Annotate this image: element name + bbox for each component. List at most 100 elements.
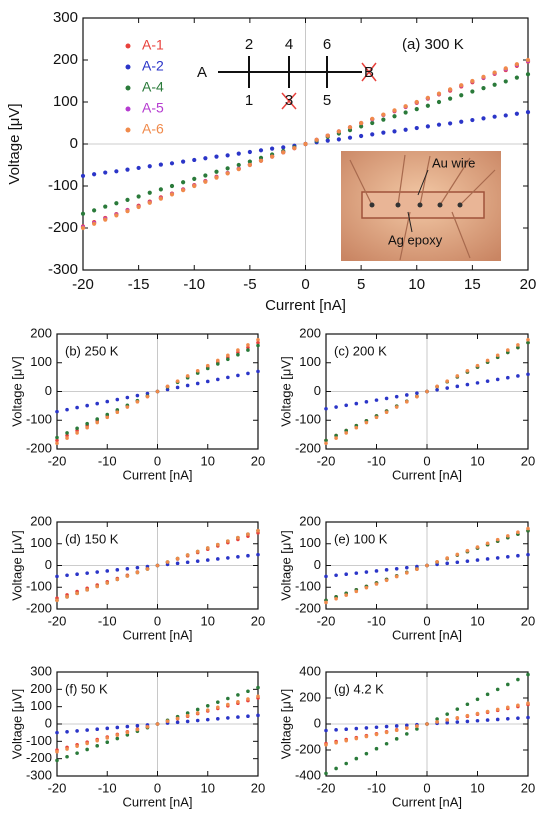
data-point	[336, 137, 341, 142]
data-point	[470, 117, 475, 123]
data-point	[516, 716, 520, 720]
data-point	[435, 560, 439, 564]
data-point	[495, 353, 500, 358]
data-point	[246, 348, 250, 352]
data-point	[354, 571, 359, 575]
data-point	[236, 535, 240, 540]
data-point	[80, 225, 86, 231]
data-point	[485, 358, 490, 363]
data-point	[216, 377, 220, 382]
data-point	[403, 127, 408, 132]
data-point	[258, 148, 264, 153]
data-point	[195, 718, 200, 723]
data-point	[475, 363, 480, 368]
data-point	[324, 406, 328, 411]
data-point	[95, 744, 99, 748]
cross	[361, 62, 377, 82]
data-point	[270, 146, 275, 151]
data-point	[384, 578, 389, 583]
diagram-labels: A B 2 4 6 1 3 5	[197, 36, 374, 109]
data-point	[55, 438, 59, 443]
data-point	[344, 593, 349, 597]
data-point	[381, 130, 386, 135]
data-point	[436, 99, 442, 105]
data-point	[516, 530, 520, 535]
data-point	[405, 400, 409, 404]
data-point	[165, 719, 170, 724]
data-point	[347, 128, 353, 133]
data-point	[455, 707, 460, 711]
x-axis-label: Current [nA]	[122, 467, 192, 482]
data-point	[303, 141, 308, 147]
data-point	[258, 158, 264, 163]
data-point	[256, 528, 260, 533]
data-point	[216, 358, 220, 363]
data-point	[65, 407, 69, 412]
plot-frame	[325, 521, 529, 610]
data-point	[470, 89, 475, 94]
data-point	[445, 712, 450, 716]
data-point	[485, 709, 490, 714]
plot-frame	[56, 521, 259, 610]
data-point	[425, 103, 430, 108]
data-point	[405, 571, 409, 575]
data-point	[135, 400, 140, 404]
data-point	[516, 703, 520, 708]
legend-swatch	[125, 127, 131, 133]
data-point	[246, 345, 250, 350]
x-tick-label: 10	[408, 276, 425, 293]
data-point	[65, 436, 69, 440]
data-point	[394, 728, 399, 733]
data-point	[80, 173, 86, 179]
data-point	[359, 133, 364, 139]
x-tick-label: -20	[317, 780, 336, 795]
data-point	[334, 728, 338, 732]
data-point	[324, 771, 328, 776]
data-point	[175, 561, 180, 566]
data-point	[165, 387, 170, 392]
data-point	[325, 133, 330, 138]
terminal-label: 3	[285, 92, 293, 109]
data-point	[354, 726, 359, 731]
data-point	[226, 357, 230, 362]
data-point	[105, 726, 110, 731]
data-point	[334, 740, 338, 745]
data-point	[195, 559, 200, 563]
data-point	[344, 738, 349, 743]
data-point	[485, 379, 490, 383]
data-point	[125, 724, 130, 729]
data-point	[435, 717, 439, 721]
data-point	[216, 700, 220, 704]
data-point	[364, 420, 369, 425]
y-tick-label: -200	[26, 600, 52, 615]
data-point	[135, 570, 140, 575]
x-axis-label: Current [nA]	[122, 794, 192, 809]
data-point	[516, 345, 520, 350]
electrode-diagram	[218, 56, 377, 110]
panel-title: (d) 150 K	[65, 531, 119, 546]
data-point	[405, 723, 409, 728]
data-point	[75, 744, 79, 748]
x-tick-label: 0	[301, 276, 309, 293]
data-point	[403, 104, 408, 109]
data-point	[354, 589, 359, 594]
y-tick-label: -200	[48, 219, 78, 236]
data-point	[445, 718, 450, 722]
x-tick-label: -20	[317, 613, 336, 628]
x-tick-label: -10	[367, 453, 386, 468]
plot-frame	[56, 671, 259, 777]
data-point	[394, 724, 399, 728]
data-point	[455, 715, 460, 720]
data-point	[226, 375, 230, 380]
legend-label: A-1	[142, 37, 164, 53]
data-point	[325, 138, 330, 143]
contact	[457, 202, 463, 208]
data-point	[55, 441, 59, 446]
data-point	[55, 409, 59, 414]
data-point	[203, 179, 208, 184]
data-point	[403, 110, 408, 115]
data-point	[324, 743, 328, 747]
data-point	[55, 730, 59, 735]
x-tick-label: -10	[98, 613, 117, 628]
data-point	[125, 167, 130, 172]
